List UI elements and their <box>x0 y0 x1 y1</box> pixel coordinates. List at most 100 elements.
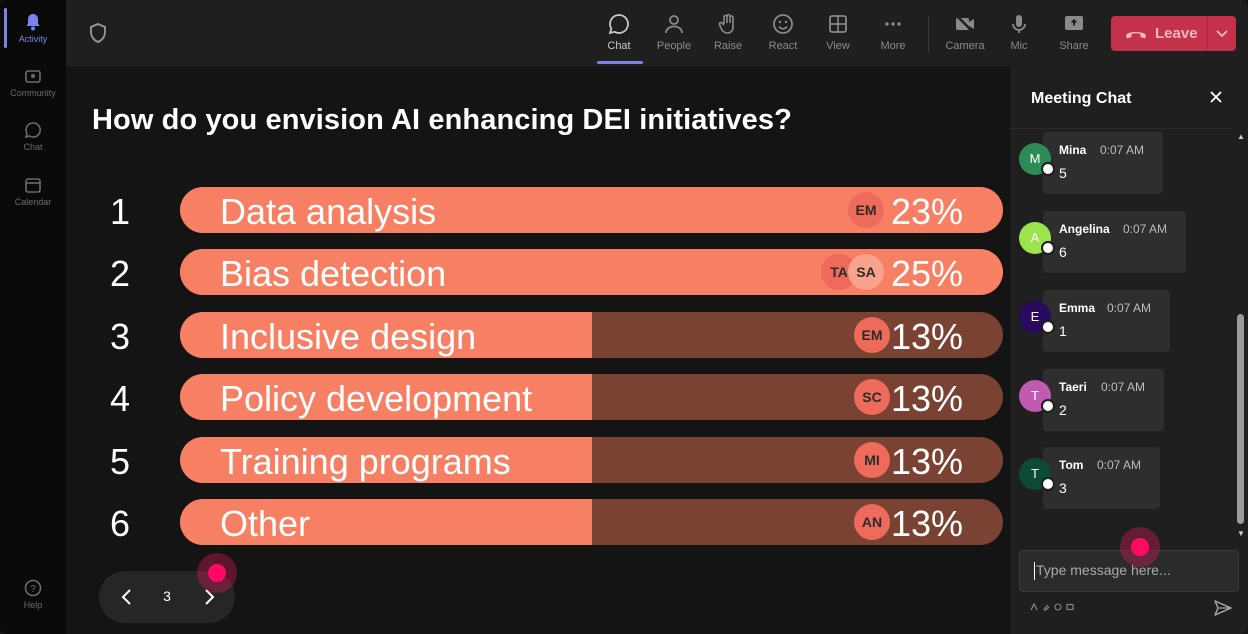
rail-active-indicator <box>4 8 7 48</box>
poll-option-fill <box>180 499 592 545</box>
option-number: 2 <box>109 253 131 294</box>
sender-name: Emma <box>1059 301 1096 315</box>
poll-option-percent: 23% <box>890 191 963 232</box>
scroll-up-icon[interactable]: ▲ <box>1237 132 1245 141</box>
voter-avatar: MI <box>854 442 890 478</box>
raise-hand-button[interactable]: Raise <box>702 10 754 60</box>
chat-button-label: Chat <box>607 40 631 52</box>
attach-icon[interactable] <box>1042 603 1050 611</box>
chevron-left-icon[interactable] <box>117 587 137 607</box>
rail-item-chat[interactable]: Chat <box>0 120 66 152</box>
sender-name: Mina <box>1059 143 1087 157</box>
mic-button[interactable]: Mic <box>993 10 1045 60</box>
calendar-icon <box>25 178 41 193</box>
rail-item-calendar[interactable]: Calendar <box>0 175 66 207</box>
grid-icon <box>829 15 847 33</box>
presence-dot <box>1041 320 1055 334</box>
chat-scroll-thumb[interactable] <box>1237 314 1244 524</box>
rail-item-community[interactable]: Community <box>0 66 66 98</box>
pointer-indicator <box>197 553 237 593</box>
poll-option-label: Inclusive design <box>220 316 477 357</box>
more-button-label: More <box>880 40 906 52</box>
rail-item-label: Activity <box>18 34 48 44</box>
chevron-right-icon[interactable] <box>199 587 219 607</box>
scroll-down-icon[interactable]: ▼ <box>1237 529 1245 538</box>
people-icon <box>665 15 683 34</box>
presence-dot <box>1041 241 1055 255</box>
mic-icon <box>1012 15 1026 33</box>
poll-option-fill <box>180 437 592 483</box>
poll-option-fill <box>180 374 592 420</box>
message-bubble: Mina 0:07 AM 5 <box>1043 132 1163 194</box>
poll-option-bar[interactable]: Inclusive design 13% EM <box>180 312 1003 358</box>
leave-button[interactable]: Leave <box>1111 16 1236 51</box>
voter-avatar: EM <box>854 317 890 353</box>
option-number: 3 <box>109 316 131 357</box>
message-text: 1 <box>1059 323 1067 339</box>
message-bubble: Taeri 0:07 AM 2 <box>1043 369 1164 431</box>
poll-option-percent: 13% <box>890 503 963 544</box>
sender-avatar[interactable]: T <box>1019 380 1051 412</box>
poll-option-label: Other <box>220 503 311 544</box>
message-text: 5 <box>1059 165 1067 181</box>
rail-item-label: Help <box>23 600 43 610</box>
message-input[interactable] <box>1034 561 1228 579</box>
sender-name: Angelina <box>1059 222 1110 236</box>
rail-item-help[interactable]: ? Help <box>0 578 66 610</box>
raise-hand-label: Raise <box>713 40 743 52</box>
poll-option-bar[interactable]: Bias detection 25% TA SA <box>180 249 1003 295</box>
message-text: 3 <box>1059 480 1067 496</box>
rail-item-label: Chat <box>23 142 43 152</box>
gif-icon[interactable] <box>1066 603 1074 611</box>
people-button[interactable]: People <box>648 10 700 60</box>
view-button[interactable]: View <box>812 10 864 60</box>
react-button[interactable]: React <box>757 10 809 60</box>
poll-option-bar[interactable]: Data analysis 23% EM <box>180 187 1003 233</box>
svg-text:?: ? <box>30 584 36 595</box>
chat-button[interactable]: Chat <box>593 10 645 60</box>
active-tab-indicator <box>597 61 643 64</box>
meeting-chat-panel: Meeting Chat Mina 0:07 AM 5 M Angelina 0:07 A… <box>1010 66 1248 634</box>
poll-option-percent: 13% <box>890 441 963 482</box>
text-caret <box>1034 562 1035 580</box>
voter-avatar: EM <box>848 192 884 228</box>
more-dots-icon <box>885 22 901 26</box>
camera-button-label: Camera <box>945 40 985 52</box>
page-number: 3 <box>163 588 171 604</box>
message-time: 0:07 AM <box>1123 222 1168 236</box>
voter-avatar: AN <box>854 504 890 540</box>
help-icon: ? <box>24 579 42 597</box>
more-button[interactable]: More <box>867 10 919 60</box>
format-icon[interactable] <box>1030 603 1038 611</box>
toolbar-divider <box>928 16 929 52</box>
camera-button[interactable]: Camera <box>939 10 991 60</box>
rail-item-activity[interactable]: Activity <box>0 12 66 44</box>
option-number: 1 <box>109 191 131 232</box>
voter-avatar: SC <box>854 379 890 415</box>
presence-dot <box>1041 477 1055 491</box>
poll-option-percent: 25% <box>890 253 963 294</box>
poll-option-percent: 13% <box>890 316 963 357</box>
message-bubble: Tom 0:07 AM 3 <box>1043 447 1160 509</box>
chat-icon <box>24 122 41 139</box>
meeting-toolbar: Chat People Raise React View More Camera <box>66 0 1248 66</box>
message-bubble: Angelina 0:07 AM 6 <box>1043 211 1186 273</box>
view-button-label: View <box>826 40 850 52</box>
chat-header: Meeting Chat <box>1010 66 1248 129</box>
voter-avatar: SA <box>848 254 884 290</box>
sender-name: Taeri <box>1059 380 1087 394</box>
community-icon <box>25 70 41 83</box>
send-icon[interactable] <box>1213 599 1233 617</box>
poll-option-bar[interactable]: Policy development 13% SC <box>180 374 1003 420</box>
message-text: 6 <box>1059 244 1067 260</box>
poll-option-bar[interactable]: Other 13% AN <box>180 499 1003 545</box>
emoji-icon[interactable] <box>1054 603 1062 611</box>
poll-option-bar[interactable]: Training programs 13% MI <box>180 437 1003 483</box>
chat-input-box[interactable] <box>1019 550 1239 592</box>
chevron-down-icon[interactable] <box>1214 25 1230 41</box>
bell-icon <box>26 14 40 31</box>
smiley-icon <box>773 14 793 34</box>
share-button[interactable]: Share <box>1048 10 1100 60</box>
shield-icon[interactable] <box>88 22 108 44</box>
close-icon[interactable] <box>1209 90 1223 104</box>
